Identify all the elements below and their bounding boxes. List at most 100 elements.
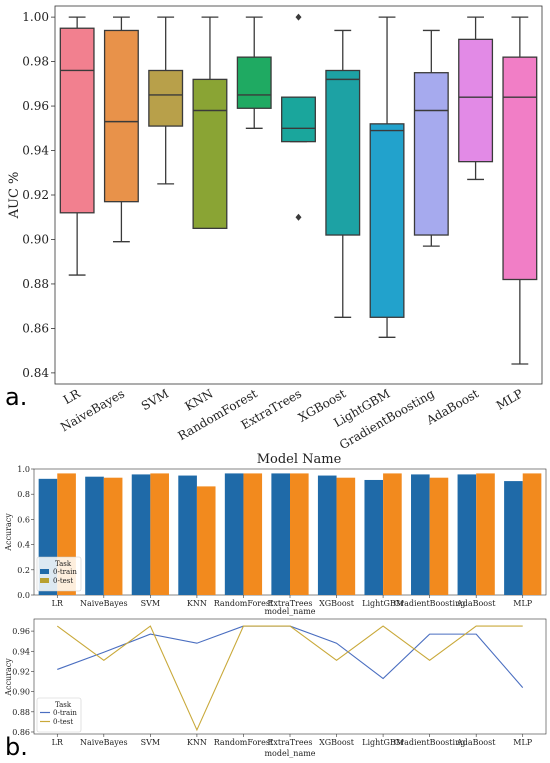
x-tick-label: XGBoost [319,738,355,747]
legend-entry: 0-train [53,568,77,576]
boxplot-y-tick-label: 0.84 [22,366,49,380]
boxplot-x-tick-label: MLP [494,386,526,412]
bar-0-train [85,476,104,595]
box-MLP [502,56,538,281]
bar-0-test [150,473,169,595]
bar-0-train [364,479,384,595]
y-tick-label: 0.6 [17,515,30,524]
y-tick-label: 0.0 [17,591,30,600]
legend-box [36,697,82,733]
line-x-ticks: LR NaiveBayes SVM KNN RandomForestExtraTrees… [52,734,533,747]
accuracy-bars [38,473,542,595]
box-AdaBoost [458,38,494,163]
y-tick-label: 0.90 [12,688,30,697]
boxplot-y-tick-label: 0.86 [22,321,49,335]
box-LR [59,27,95,214]
boxplot-y-tick-label: 0.98 [22,55,49,69]
box-LightGBM [369,123,405,318]
legend-title: Task [55,560,72,568]
bar-0-train [457,474,477,595]
boxplot-y-tick-label: 0.92 [22,188,49,202]
legend-swatch [40,569,49,574]
boxplot-y-tick-label: 0.94 [22,144,49,158]
boxplot-x-axis-label: Model Name [257,452,342,467]
x-tick-label: LightGBM [362,738,404,747]
boxplot-y-tick-label: 1.00 [22,10,49,24]
accuracy-bar-panel: 0.0 0.2 0.4 0.6 0.8 1.0 LR NaiveBayes SVM KNN Ran… [4,465,547,616]
x-tick-label: ExtraTrees [268,738,313,747]
bar-y-ticks: 0.0 0.2 0.4 0.6 0.8 1.0 [17,465,34,600]
bar-0-train [178,475,197,595]
x-tick-label: ExtraTrees [268,599,313,608]
y-tick-label: 0.2 [17,566,30,575]
x-tick-label: AdaBoost [456,599,496,608]
bar-x-ticks: LR NaiveBayes SVM KNN RandomForestExtraTrees… [52,595,533,608]
box-XGBoost [325,69,361,236]
x-tick-label: MLP [513,738,533,747]
x-tick-label: LightGBM [362,599,404,608]
accuracy-line-panel: 0.86 0.88 0.90 0.92 0.94 0.96 LR NaiveBayes SVM… [4,618,547,758]
legend-entry: 0-train [53,709,77,717]
panel-label-a: a. [5,383,27,411]
box-NaiveBayes [103,29,139,203]
x-tick-label: GradientBoosting [394,599,465,608]
accuracy-lines [56,625,524,732]
boxplot-panel: 0.840.860.880.900.920.940.960.981.00 LRN… [7,5,543,467]
line-series-0-test [56,625,523,732]
x-tick-label: KNN [187,599,207,608]
x-tick-label: NaiveBayes [80,738,128,747]
legend-entry: 0-test [53,718,73,726]
x-tick-label: SVM [141,599,160,608]
box-KNN [192,78,228,230]
line-series-0-train [57,625,524,688]
boxplot-x-tick-label: LR [61,386,84,407]
x-tick-label: KNN [187,738,207,747]
y-tick-label: 0.94 [12,647,30,656]
x-tick-label: RandomForest [214,599,274,608]
legend-swatch [40,578,49,583]
bar-0-test [290,473,309,595]
bar-0-test [383,473,402,595]
bar-0-train [271,473,290,595]
boxplot-x-tick-label: KNN [183,386,216,413]
boxplot-boxes [59,13,538,365]
x-tick-label: RandomForest [214,738,274,747]
boxplot-x-tick-label: SVM [139,386,171,413]
y-tick-label: 1.0 [17,465,30,474]
bar-0-test [196,486,216,595]
legend-entry: 0-test [53,577,73,585]
y-tick-label: 0.96 [12,627,30,636]
line-frame [33,618,547,735]
x-tick-label: GradientBoosting [394,738,465,747]
boxplot-y-tick-label: 0.96 [22,99,49,113]
y-tick-label: 0.4 [17,541,30,550]
box-RandomForest [236,56,272,109]
line-y-axis-label: Accuracy [4,658,13,697]
bar-0-test [103,477,123,595]
boxplot-y-axis-label: AUC % [7,172,22,220]
boxplot-y-tick-label: 0.88 [22,277,49,291]
x-tick-label: LR [52,599,64,608]
bar-0-test [429,477,449,595]
x-tick-label: LR [52,738,64,747]
y-tick-label: 0.88 [12,708,30,717]
bar-0-train [224,473,244,595]
bar-y-axis-label: Accuracy [4,513,13,552]
bar-0-train [504,481,523,595]
bar-x-axis-label: model_name [264,607,315,616]
bar-0-train [411,474,430,595]
bar-0-test [522,473,542,595]
x-tick-label: XGBoost [319,599,355,608]
box-SVM [148,69,184,127]
box-outlier [295,213,302,221]
y-tick-label: 0.86 [12,728,30,737]
bar-0-train [317,475,337,595]
legend-title: Task [55,701,72,709]
panel-label-b: b. [5,733,28,761]
box-ExtraTrees [281,96,316,143]
bar-0-test [476,473,495,595]
